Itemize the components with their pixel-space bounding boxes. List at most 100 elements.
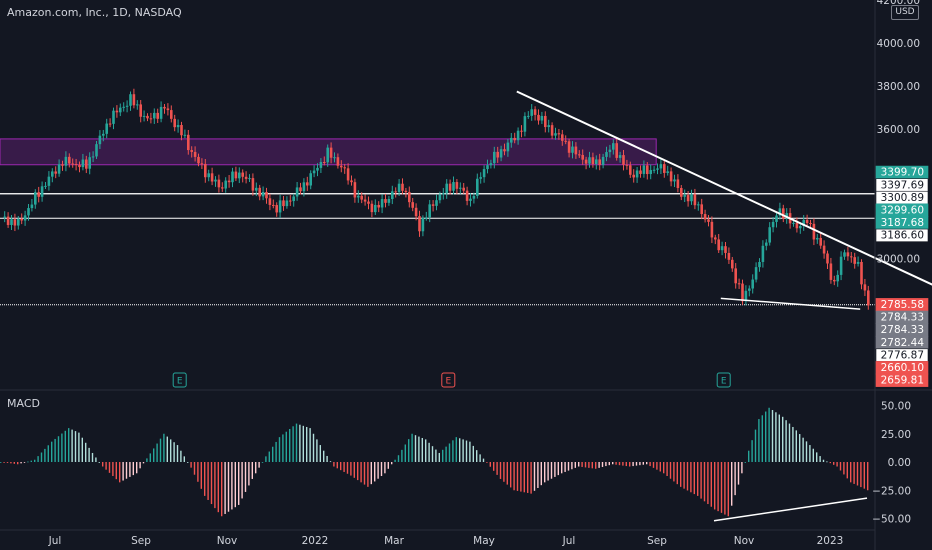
candle-body [690, 194, 693, 202]
candle-body [649, 170, 652, 175]
candle-body [533, 109, 537, 115]
macd-histogram-bar [268, 451, 270, 462]
candle-body [775, 215, 778, 222]
macd-histogram-bar [782, 416, 784, 462]
candle-body [843, 252, 846, 257]
candle-body [530, 109, 533, 116]
candle-body [486, 165, 489, 170]
candle-body [217, 179, 221, 188]
macd-histogram-bar [363, 462, 366, 485]
macd-histogram-bar [557, 462, 559, 476]
macd-histogram-bar [214, 462, 216, 509]
candle-body [81, 159, 85, 168]
macd-histogram-bar [714, 462, 716, 510]
candle-body [129, 94, 132, 106]
macd-histogram-bar [105, 462, 107, 470]
candle-body [37, 192, 40, 197]
candle-body [180, 125, 183, 136]
macd-histogram-bar [520, 462, 522, 492]
macd-histogram-bar [265, 456, 267, 462]
candle-body [809, 222, 812, 224]
macd-histogram-bar [3, 462, 5, 463]
macd-histogram-bar [20, 462, 22, 464]
macd-histogram-bar [54, 438, 56, 462]
macd-histogram-bar [34, 459, 36, 462]
candle-body [204, 163, 207, 178]
candle-body [306, 182, 309, 186]
macd-histogram-bar [68, 428, 70, 462]
macd-histogram-bar [329, 461, 332, 463]
candle-body [506, 142, 510, 152]
macd-histogram-bar [414, 435, 417, 462]
macd-histogram-bar [295, 423, 298, 462]
candle-body [839, 256, 843, 275]
macd-histogram-bar [408, 439, 410, 462]
macd-histogram-bar [805, 441, 808, 462]
candle-body [571, 146, 574, 153]
candle-body [618, 155, 622, 158]
candle-body [799, 225, 802, 229]
candle-body [299, 187, 302, 192]
macd-histogram-bar [863, 462, 865, 489]
macd-histogram-bar [360, 462, 362, 483]
macd-histogram-bar [428, 442, 430, 462]
macd-histogram-bar [176, 445, 179, 462]
earnings-marker [716, 372, 731, 388]
candle-body [159, 106, 163, 119]
macd-histogram-bar [57, 436, 60, 462]
candle-body [85, 159, 88, 169]
candle-body [778, 208, 782, 216]
macd-histogram-bar [289, 429, 291, 462]
price-tick-label: 3000.00 [877, 254, 920, 266]
price-tag-label: 2784.33 [881, 324, 924, 336]
macd-histogram-bar [588, 462, 590, 468]
macd-histogram-bar [846, 462, 848, 479]
macd-histogram-bar [680, 462, 682, 487]
candle-body [717, 239, 720, 251]
candle-body [751, 279, 754, 289]
macd-histogram-bar [336, 462, 338, 469]
candle-body [499, 149, 503, 158]
candle-body [431, 204, 435, 206]
candle-body [346, 168, 350, 181]
candle-body [166, 108, 170, 111]
macd-histogram-bar [669, 462, 672, 479]
macd-histogram-bar [496, 462, 498, 475]
macd-histogram-bar [445, 446, 447, 462]
candle-body [360, 195, 363, 200]
macd-histogram-bar [193, 462, 196, 475]
candle-body [238, 172, 241, 179]
candle-body [425, 217, 428, 219]
macd-histogram-bar [30, 460, 32, 462]
macd-histogram-bar [51, 441, 53, 462]
macd-histogram-bar [697, 462, 699, 496]
earnings-markers: EEEE [172, 372, 731, 388]
time-tick-label: Sep [647, 535, 667, 547]
macd-histogram-bar [839, 462, 842, 471]
candle-body [78, 164, 81, 168]
candle-body [340, 165, 343, 168]
candle-body [673, 179, 676, 182]
macd-indicator-label[interactable]: MACD [7, 397, 40, 410]
macd-histogram-bar [85, 442, 87, 462]
macd-histogram-bar [799, 434, 801, 462]
candle-body [3, 216, 6, 218]
macd-histogram-bar [676, 462, 678, 485]
macd-histogram-bar [142, 462, 145, 464]
macd-histogram-bar [618, 462, 621, 466]
macd-histogram-bar [91, 452, 94, 462]
macd-histogram-bar [0, 462, 2, 463]
candle-body [625, 164, 629, 166]
usd-currency-badge[interactable]: USD [891, 5, 919, 20]
price-tag-label: 3397.69 [881, 179, 924, 191]
candle-body [74, 163, 78, 165]
candle-body [516, 130, 520, 141]
macd-histogram-bar [227, 462, 230, 512]
earnings-marker [441, 372, 456, 388]
candle-body [265, 192, 268, 199]
macd-histogram-bar [438, 452, 440, 462]
time-tick-label: May [473, 535, 495, 547]
macd-histogram-bar [816, 452, 818, 462]
macd-histogram-bar [425, 439, 427, 462]
